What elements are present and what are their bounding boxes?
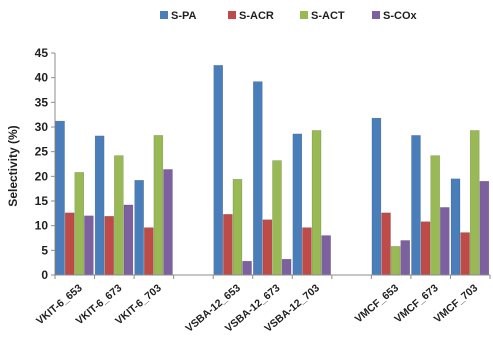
- y-tick-label: 35: [35, 95, 49, 109]
- bar-s-cox-vsba-12-653: [242, 260, 252, 276]
- bar-s-act-vsba-12-653: [232, 179, 243, 276]
- y-tick-label: 40: [35, 71, 49, 85]
- legend-label-s-cox: S-COx: [383, 10, 418, 22]
- bar-s-acr-vsba-12-703: [302, 227, 312, 276]
- bar-s-acr-vkit-6-653: [64, 212, 75, 276]
- bar-s-cox-vmcf-703: [479, 181, 490, 276]
- bar-s-pa-vmcf-703: [450, 178, 461, 276]
- bar-s-cox-vkit-6-673: [123, 204, 134, 276]
- bars: [55, 65, 490, 276]
- bar-s-act-vsba-12-673: [272, 160, 282, 276]
- y-tick-label: 45: [35, 46, 49, 60]
- bar-s-act-vsba-12-703: [311, 130, 322, 276]
- bar-s-act-vkit-6-653: [74, 172, 85, 276]
- legend-swatch-s-pa: [160, 11, 168, 19]
- bar-s-acr-vmcf-673: [420, 221, 431, 276]
- bar-s-pa-vkit-6-673: [94, 135, 105, 276]
- bar-s-cox-vkit-6-703: [163, 169, 173, 276]
- y-tick-label: 25: [35, 145, 49, 159]
- bar-s-acr-vsba-12-653: [223, 214, 233, 276]
- legend-swatch-s-cox: [372, 11, 380, 19]
- bar-s-acr-vsba-12-673: [262, 219, 273, 276]
- y-tick-label: 5: [41, 243, 48, 257]
- bar-s-pa-vmcf-653: [371, 117, 382, 276]
- legend-label-s-pa: S-PA: [171, 10, 197, 22]
- bar-s-pa-vsba-12-703: [292, 133, 303, 276]
- bar-s-cox-vsba-12-703: [321, 235, 331, 276]
- bar-s-acr-vkit-6-703: [144, 227, 154, 276]
- y-tick-label: 0: [41, 268, 48, 282]
- x-tick-label-vmcf-703: VMCF_703: [432, 282, 481, 325]
- y-tick-label: 10: [35, 219, 49, 233]
- bar-s-cox-vmcf-673: [440, 207, 450, 276]
- bar-s-act-vkit-6-703: [153, 135, 164, 276]
- bar-s-acr-vkit-6-673: [104, 216, 114, 276]
- bar-s-pa-vkit-6-703: [134, 180, 144, 276]
- bar-s-cox-vmcf-653: [400, 240, 410, 276]
- y-tick-label: 20: [35, 169, 49, 183]
- bar-s-pa-vsba-12-653: [213, 65, 224, 276]
- bar-s-cox-vsba-12-673: [281, 258, 292, 276]
- legend-swatch-s-act: [300, 11, 308, 19]
- bar-s-act-vkit-6-673: [114, 155, 124, 276]
- bar-s-act-vmcf-673: [430, 155, 440, 276]
- y-axis: 0 5 10 15 20 25 30 35 40 45: [35, 46, 56, 282]
- bar-s-pa-vsba-12-673: [253, 81, 263, 276]
- bar-s-acr-vmcf-653: [381, 212, 391, 276]
- bar-s-pa-vkit-6-653: [55, 120, 65, 276]
- legend-swatch-s-acr: [228, 11, 236, 19]
- legend-label-s-act: S-ACT: [311, 10, 345, 22]
- bar-s-acr-vmcf-703: [460, 232, 470, 276]
- y-tick-label: 30: [35, 120, 49, 134]
- bar-s-cox-vkit-6-653: [84, 215, 94, 276]
- y-tick-label: 15: [35, 194, 49, 208]
- legend-label-s-acr: S-ACR: [239, 10, 274, 22]
- bar-s-act-vmcf-653: [390, 246, 401, 276]
- bar-s-pa-vmcf-673: [411, 135, 421, 276]
- legend: S-PA S-ACR S-ACT S-COx: [160, 10, 418, 22]
- y-axis-title: Selectivity (%): [6, 125, 20, 206]
- bar-s-act-vmcf-703: [469, 130, 480, 276]
